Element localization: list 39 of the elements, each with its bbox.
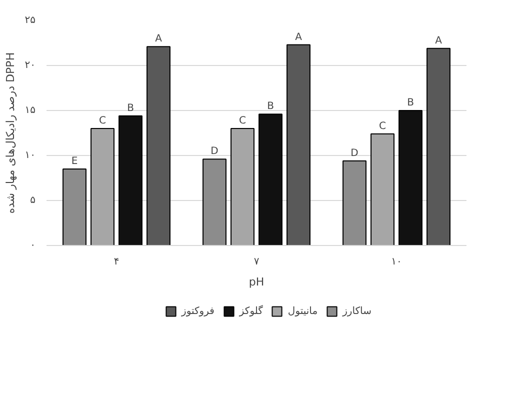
x-tick-label: ۱۰	[391, 256, 402, 268]
y-tick-label: ۲۵	[24, 15, 36, 26]
y-tick-label: ۱۵	[24, 105, 36, 116]
legend-label: فروکتوز	[182, 306, 214, 316]
annotation: C	[379, 120, 386, 132]
annotation: B	[127, 102, 134, 114]
bar	[146, 46, 170, 246]
annotation: C	[99, 116, 106, 126]
y-tick-label: ۰	[30, 240, 36, 251]
bar	[230, 128, 254, 246]
x-tick-label: ۷	[254, 256, 260, 268]
bar	[202, 158, 226, 246]
bar	[426, 48, 450, 246]
annotation: E	[71, 156, 78, 167]
x-tick-label: ۴	[114, 256, 120, 268]
annotation: A	[155, 34, 162, 45]
annotation: C	[239, 116, 246, 126]
x-axis-title: pH	[248, 276, 264, 288]
annotation: A	[295, 32, 302, 43]
annotation: B	[267, 101, 274, 112]
legend-label: ساکارز	[342, 306, 372, 316]
bar	[90, 128, 114, 246]
bar	[398, 110, 422, 246]
bar	[370, 133, 394, 246]
bar	[62, 168, 86, 246]
legend-label: مانیتول	[288, 306, 318, 316]
bar	[118, 115, 142, 246]
bar	[286, 44, 310, 246]
legend-label: گلوکز	[239, 306, 263, 316]
y-tick-label: ۵	[30, 195, 36, 206]
annotation: B	[407, 98, 414, 108]
annotation: A	[435, 35, 442, 46]
bar	[342, 160, 366, 246]
y-tick-label: ۲۰	[24, 60, 36, 71]
y-tick-label: ۱۰	[24, 150, 36, 161]
bar	[258, 114, 282, 246]
annotation: D	[210, 146, 219, 158]
y-axis-title: درصد رادیکال‌های مهار شده DPPH	[4, 52, 17, 214]
annotation: D	[350, 148, 359, 159]
